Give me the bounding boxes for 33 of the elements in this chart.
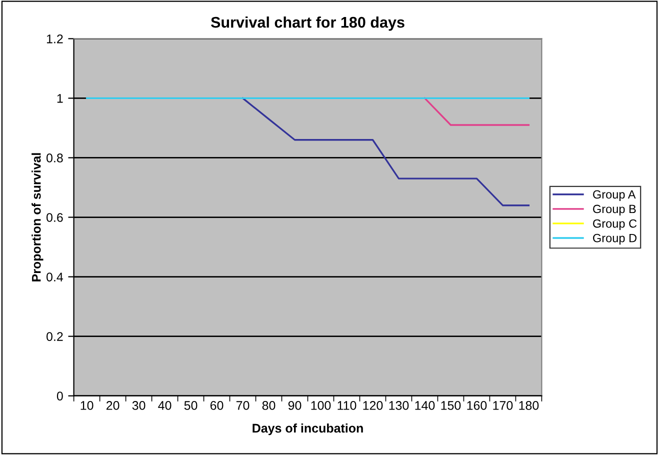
x-tick-label: 160 [467, 401, 487, 410]
y-tick-label: 0.6 [46, 213, 63, 222]
x-tick-label: 50 [184, 401, 198, 410]
x-tick-label: 180 [519, 401, 539, 410]
x-tick-label: 150 [441, 401, 461, 410]
y-tick-label: 1 [57, 94, 63, 103]
chart-title: Survival chart for 180 days [210, 16, 404, 31]
x-tick-label: 60 [210, 401, 224, 410]
x-tick-label: 30 [132, 401, 146, 410]
y-tick-label: 0.8 [46, 154, 63, 162]
y-tick-label: 0.4 [46, 272, 64, 282]
y-tick-label: 0.2 [46, 332, 63, 341]
x-tick-label: 170 [493, 401, 513, 410]
y-tick-label: 0 [56, 392, 63, 400]
x-tick-label: 120 [363, 401, 383, 410]
x-tick-label: 110 [338, 401, 356, 410]
legend-label: Group A [593, 190, 636, 201]
legend-label: Group D [593, 234, 636, 245]
x-tick-label: 40 [158, 401, 172, 410]
x-tick-label: 20 [106, 401, 120, 410]
y-tick-label: 1.2 [46, 34, 63, 44]
legend-label: Group C [593, 219, 637, 230]
x-tick-label: 100 [311, 401, 331, 410]
line-series [242, 97, 530, 206]
x-tick-label: 90 [288, 401, 302, 410]
x-tick-label: 130 [389, 401, 409, 410]
x-tick-label: 80 [262, 401, 276, 410]
legend-label: Group B [593, 204, 636, 216]
x-tick-label: 140 [415, 401, 435, 410]
x-tick-label: 10 [80, 401, 94, 410]
y-axis-title: Proportion of survival [32, 153, 44, 282]
x-axis-title: Days of incubation [252, 423, 363, 436]
x-tick-label: 70 [236, 401, 250, 410]
